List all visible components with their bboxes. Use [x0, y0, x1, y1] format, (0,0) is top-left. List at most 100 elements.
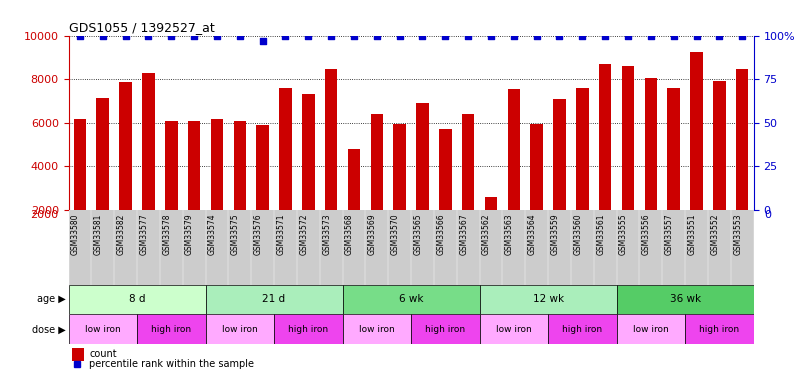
Bar [548, 314, 617, 344]
Text: GSM33561: GSM33561 [596, 214, 605, 255]
Bar [234, 121, 246, 210]
Bar [256, 125, 269, 210]
Text: dose ▶: dose ▶ [32, 324, 66, 334]
Text: 0: 0 [764, 210, 771, 220]
Text: GSM33560: GSM33560 [573, 214, 582, 255]
Text: GSM33580: GSM33580 [71, 214, 80, 255]
Point [416, 33, 429, 39]
Text: GSM33557: GSM33557 [665, 214, 674, 255]
Text: GSM33573: GSM33573 [322, 214, 331, 255]
Bar [97, 98, 109, 210]
Bar [508, 89, 520, 210]
Bar [371, 114, 383, 210]
Bar [576, 88, 588, 210]
Point [347, 33, 360, 39]
Text: high iron: high iron [563, 325, 602, 334]
Bar [325, 69, 338, 210]
Point [371, 33, 384, 39]
Bar [690, 52, 703, 210]
Point [530, 33, 543, 39]
Point [599, 33, 612, 39]
Text: 6 wk: 6 wk [399, 294, 423, 304]
Text: GSM33562: GSM33562 [482, 214, 491, 255]
Point [256, 38, 269, 44]
Point [621, 33, 634, 39]
Bar [621, 66, 634, 210]
Bar [206, 314, 274, 344]
Point [553, 33, 566, 39]
Bar [685, 314, 754, 344]
Text: high iron: high iron [700, 325, 739, 334]
Bar [480, 285, 617, 314]
Point [736, 33, 749, 39]
Point [462, 33, 475, 39]
Text: 21 d: 21 d [263, 294, 285, 304]
Text: GSM33572: GSM33572 [299, 214, 308, 255]
Bar [302, 94, 314, 210]
Text: 8 d: 8 d [129, 294, 145, 304]
Text: high iron: high iron [152, 325, 191, 334]
Bar [713, 81, 725, 210]
Text: GSM33578: GSM33578 [162, 214, 171, 255]
Text: GSM33576: GSM33576 [254, 214, 263, 255]
Text: GSM33581: GSM33581 [93, 214, 103, 255]
Point [164, 33, 177, 39]
Text: GSM33571: GSM33571 [276, 214, 285, 255]
Bar [480, 314, 548, 344]
Text: GSM33553: GSM33553 [733, 214, 742, 255]
Bar [645, 78, 657, 210]
Point [508, 33, 521, 39]
Point [142, 33, 155, 39]
Text: high iron: high iron [426, 325, 465, 334]
Text: GSM33564: GSM33564 [528, 214, 537, 255]
Point [645, 33, 658, 39]
Point [393, 33, 406, 39]
Bar [599, 64, 612, 210]
Text: GSM33566: GSM33566 [436, 214, 445, 255]
Bar [530, 124, 543, 210]
Bar [206, 285, 343, 314]
Bar [137, 314, 206, 344]
Bar [667, 88, 680, 210]
Text: low iron: low iron [633, 325, 669, 334]
Bar [736, 69, 749, 210]
Bar [72, 348, 85, 360]
Point [667, 33, 680, 39]
Point [301, 33, 314, 39]
Bar [142, 73, 155, 210]
Bar [274, 314, 343, 344]
Text: GSM33577: GSM33577 [139, 214, 148, 255]
Text: age ▶: age ▶ [37, 294, 66, 304]
Text: GDS1055 / 1392527_at: GDS1055 / 1392527_at [69, 21, 214, 34]
Text: low iron: low iron [359, 325, 395, 334]
Bar [411, 314, 480, 344]
Bar [73, 120, 86, 210]
Text: GSM33575: GSM33575 [231, 214, 240, 255]
Bar [343, 285, 480, 314]
Bar [393, 124, 406, 210]
Bar [553, 99, 566, 210]
Point [188, 33, 201, 39]
Bar [462, 114, 475, 210]
Text: GSM33559: GSM33559 [550, 214, 559, 255]
Point [325, 33, 338, 39]
Text: 36 wk: 36 wk [670, 294, 700, 304]
Point [97, 33, 110, 39]
Text: GSM33567: GSM33567 [459, 214, 468, 255]
Text: count: count [89, 348, 117, 358]
Bar [439, 129, 451, 210]
Point [119, 33, 132, 39]
Text: low iron: low iron [496, 325, 532, 334]
Text: GSM33582: GSM33582 [117, 214, 126, 255]
Text: GSM33555: GSM33555 [619, 214, 628, 255]
Bar [188, 121, 201, 210]
Bar [617, 285, 754, 314]
Text: GSM33556: GSM33556 [642, 214, 651, 255]
Text: GSM33551: GSM33551 [688, 214, 696, 255]
Text: GSM33565: GSM33565 [413, 214, 422, 255]
Point [713, 33, 726, 39]
Text: GSM33570: GSM33570 [391, 214, 400, 255]
Text: percentile rank within the sample: percentile rank within the sample [89, 359, 254, 369]
Text: high iron: high iron [289, 325, 328, 334]
Text: 12 wk: 12 wk [533, 294, 563, 304]
